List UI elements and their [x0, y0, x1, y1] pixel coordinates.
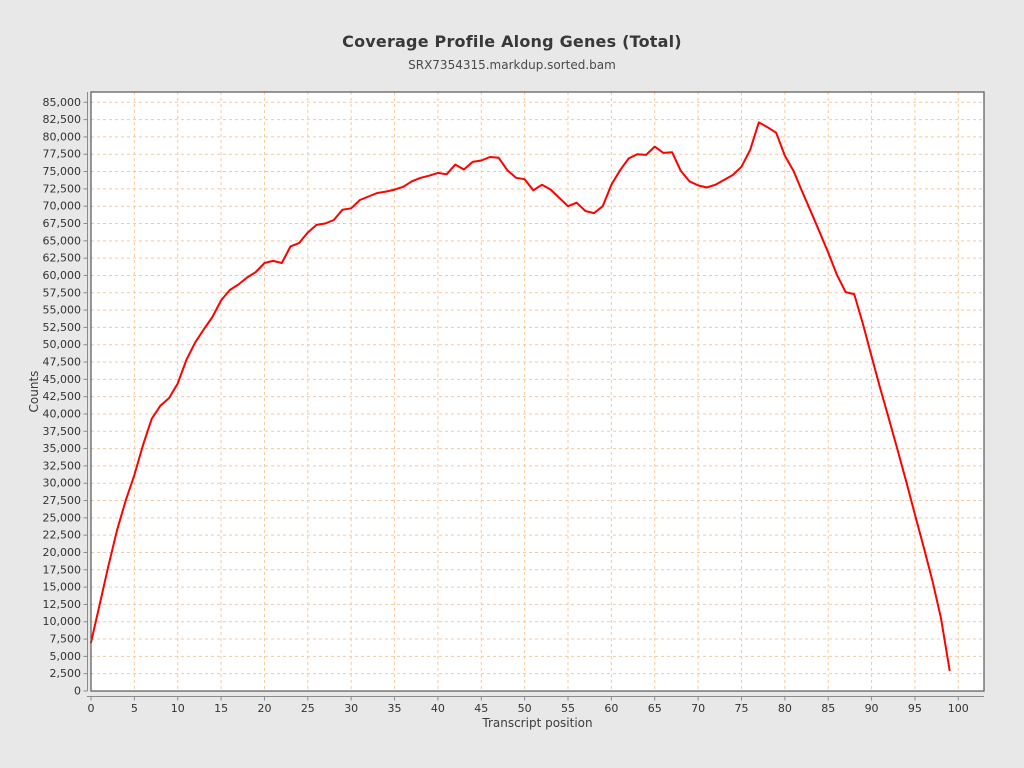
- y-tick-label: 82,500: [43, 113, 82, 126]
- x-gridlines: [133, 92, 959, 691]
- x-tick-label: 70: [691, 702, 705, 715]
- y-tick-label: 65,000: [43, 234, 82, 247]
- x-tick-label: 60: [604, 702, 618, 715]
- y-tick-label: 37,500: [43, 425, 82, 438]
- x-tick-label: 75: [734, 702, 748, 715]
- x-tick-label: 35: [388, 702, 402, 715]
- x-tick-label: 0: [88, 702, 95, 715]
- y-tick-label: 32,500: [43, 459, 82, 472]
- series-line: [90, 121, 951, 672]
- page-subtitle: SRX7354315.markdup.sorted.bam: [408, 58, 616, 72]
- x-tick-label: 90: [865, 702, 879, 715]
- y-tick-label: 85,000: [43, 96, 82, 109]
- y-tick-label: 60,000: [43, 269, 82, 282]
- y-tick-label: 35,000: [43, 442, 82, 455]
- y-tick-label: 75,000: [43, 165, 82, 178]
- y-tick-label: 7,500: [50, 633, 82, 646]
- y-tick-label: 77,500: [43, 148, 82, 161]
- y-tick-label: 62,500: [43, 252, 82, 265]
- y-tick-label: 80,000: [43, 130, 82, 143]
- x-tick-label: 15: [214, 702, 228, 715]
- x-tick-label: 95: [908, 702, 922, 715]
- y-tick-label: 45,000: [43, 373, 82, 386]
- x-axis: 0 5 10 15 20 25 30 35 40 45 50 55 60 65 70 75 80 85 90 95 10…: [87, 696, 984, 715]
- x-tick-label: 20: [257, 702, 271, 715]
- y-gridlines: [91, 101, 984, 675]
- y-axis-title: Counts: [27, 371, 41, 413]
- y-tick-label: 2,500: [50, 667, 82, 680]
- plot-area: [91, 92, 984, 691]
- x-tick-label: 45: [474, 702, 488, 715]
- x-tick-label: 50: [518, 702, 532, 715]
- y-tick-label: 12,500: [43, 598, 82, 611]
- y-tick-label: 50,000: [43, 338, 82, 351]
- plot-border: [90, 91, 985, 692]
- x-tick-label: 80: [778, 702, 792, 715]
- y-tick-label: 52,500: [43, 321, 82, 334]
- y-tick-label: 25,000: [43, 511, 82, 524]
- y-tick-label: 20,000: [43, 546, 82, 559]
- y-tick-label: 10,000: [43, 615, 82, 628]
- y-tick-label: 30,000: [43, 477, 82, 490]
- y-tick-label: 22,500: [43, 529, 82, 542]
- y-tick-label: 27,500: [43, 494, 82, 507]
- x-tick-label: 30: [344, 702, 358, 715]
- y-tick-label: 72,500: [43, 182, 82, 195]
- x-axis-title: Transcript position: [481, 716, 592, 730]
- x-tick-label: 85: [821, 702, 835, 715]
- y-tick-label: 0: [74, 685, 81, 698]
- x-tick-label: 5: [131, 702, 138, 715]
- y-axis: 0 2,500 5,000 7,500 10,000 12,500 15,000 17,500…: [43, 92, 88, 698]
- y-tick-label: 55,000: [43, 304, 82, 317]
- x-tick-label: 40: [431, 702, 445, 715]
- x-tick-label: 10: [171, 702, 185, 715]
- y-tick-label: 70,000: [43, 200, 82, 213]
- x-tick-label: 25: [301, 702, 315, 715]
- x-tick-label: 55: [561, 702, 575, 715]
- y-tick-label: 5,000: [50, 650, 82, 663]
- y-tick-label: 40,000: [43, 407, 82, 420]
- y-tick-label: 47,500: [43, 356, 82, 369]
- y-tick-label: 15,000: [43, 581, 82, 594]
- y-tick-label: 57,500: [43, 286, 82, 299]
- page-title: Coverage Profile Along Genes (Total): [342, 32, 682, 51]
- x-tick-label: 65: [648, 702, 662, 715]
- x-tick-label: 100: [948, 702, 969, 715]
- y-tick-label: 42,500: [43, 390, 82, 403]
- y-tick-label: 17,500: [43, 563, 82, 576]
- y-tick-label: 67,500: [43, 217, 82, 230]
